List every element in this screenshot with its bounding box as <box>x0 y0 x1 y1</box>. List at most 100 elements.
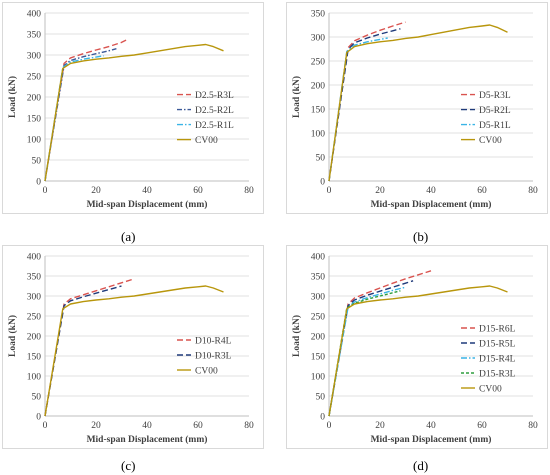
y-tick-label: 100 <box>311 373 326 383</box>
x-tick-label: 80 <box>244 186 254 196</box>
x-tick-label: 60 <box>477 186 487 196</box>
x-tick-label: 20 <box>91 421 101 431</box>
x-tick-label: 80 <box>244 421 254 431</box>
y-tick-label: 250 <box>311 58 326 68</box>
y-tick-label: 150 <box>27 353 42 363</box>
y-tick-label: 100 <box>27 373 42 383</box>
legend-label: CV00 <box>195 136 218 146</box>
chart-d-svg: 0 50 100 150 200 250 300 350 400 0 20 40 60 80 Mid-spa… <box>291 253 538 446</box>
x-tick-label: 80 <box>528 421 538 431</box>
legend-label: D5-R1L <box>479 121 511 131</box>
y-tick-label: 0 <box>320 178 325 188</box>
legend-label: D15-R6L <box>479 325 516 335</box>
legend-label: D10-R3L <box>195 352 232 362</box>
series-line-d2-5-r2l <box>44 48 117 182</box>
y-tick-label: 150 <box>27 115 42 125</box>
caption-c: (c) <box>121 458 136 473</box>
series-line-d15-r4l <box>328 286 406 417</box>
x-tick-label: 20 <box>91 186 101 196</box>
y-tick-label: 400 <box>27 253 42 263</box>
x-tick-label: 20 <box>375 186 385 196</box>
y-tick-label: 350 <box>311 273 326 283</box>
x-tick-label: 40 <box>142 421 152 431</box>
x-tick-label: 40 <box>426 186 436 196</box>
series-line-cv00 <box>328 285 508 417</box>
y-tick-label: 100 <box>27 136 42 146</box>
series-line-d15-r5l <box>328 280 414 417</box>
caption-a: (a) <box>121 229 136 244</box>
x-axis-title: Mid-span Displacement (mm) <box>371 434 492 445</box>
x-tick-label: 0 <box>43 421 48 431</box>
y-tick-label: 300 <box>27 52 42 62</box>
legend-label: D15-R5L <box>479 340 516 350</box>
chart-panel-c: 0 50 100 150 200 250 300 350 400 0 20 40 60 80 Mid-spa… <box>2 245 264 449</box>
x-tick-label: 80 <box>528 186 538 196</box>
series-line-d5-r3l <box>328 21 406 182</box>
legend-label: D10-R4L <box>195 337 232 347</box>
y-axis-title: Load (kN) <box>291 76 302 118</box>
y-tick-label: 300 <box>27 293 42 303</box>
y-tick-label: 300 <box>311 34 326 44</box>
x-tick-label: 40 <box>426 421 436 431</box>
y-axis-title: Load (kN) <box>291 315 302 357</box>
series-line-cv00 <box>328 24 508 182</box>
y-tick-label: 200 <box>311 333 326 343</box>
series-line-d5-r2l <box>328 28 401 182</box>
series-line-cv00 <box>44 285 224 417</box>
legend-label: D15-R3L <box>479 370 516 380</box>
y-tick-label: 50 <box>316 393 326 403</box>
y-tick-label: 50 <box>316 154 326 164</box>
y-tick-label: 400 <box>27 10 42 20</box>
series-line-d15-r6l <box>328 270 432 417</box>
y-tick-label: 350 <box>27 273 42 283</box>
series-line-d10-r4l <box>44 278 135 417</box>
y-tick-label: 0 <box>320 413 325 423</box>
legend-label: D2.5-R1L <box>195 121 234 131</box>
x-axis-title: Mid-span Displacement (mm) <box>371 199 492 210</box>
y-tick-label: 150 <box>311 106 326 116</box>
chart-panel-b: 0 50 100 150 200 250 300 350 0 20 40 60 80 Mid-span D… <box>286 2 548 214</box>
series-line-d5-r1l <box>328 37 388 182</box>
y-tick-label: 250 <box>27 73 42 83</box>
y-tick-label: 250 <box>311 313 326 323</box>
caption-d: (d) <box>413 458 429 473</box>
chart-panel-a: 0 50 100 150 200 250 300 350 400 0 20 40 60 80 Mid-spa… <box>2 2 264 214</box>
x-tick-label: 40 <box>142 186 152 196</box>
legend-label: CV00 <box>479 385 502 395</box>
chart-b-svg: 0 50 100 150 200 250 300 350 0 20 40 60 80 Mid-span D… <box>291 10 538 211</box>
chart-a-svg: 0 50 100 150 200 250 300 350 400 0 20 40 60 80 Mid-spa… <box>7 10 254 211</box>
y-axis-title: Load (kN) <box>7 315 18 357</box>
y-tick-label: 50 <box>32 157 42 167</box>
chart-c-svg: 0 50 100 150 200 250 300 350 400 0 20 40 60 80 Mid-spa… <box>7 253 254 446</box>
legend-label: D5-R2L <box>479 106 511 116</box>
x-tick-label: 60 <box>193 421 203 431</box>
y-tick-label: 50 <box>32 393 42 403</box>
x-tick-label: 20 <box>375 421 385 431</box>
y-tick-label: 0 <box>36 178 41 188</box>
y-tick-label: 350 <box>27 31 42 41</box>
x-tick-label: 60 <box>477 421 487 431</box>
y-axis-title: Load (kN) <box>7 76 18 118</box>
y-tick-label: 0 <box>36 413 41 423</box>
legend-label: D5-R3L <box>479 91 511 101</box>
y-tick-label: 100 <box>311 130 326 140</box>
legend-label: D15-R4L <box>479 355 516 365</box>
legend-label: CV00 <box>479 136 502 146</box>
x-axis-title: Mid-span Displacement (mm) <box>87 199 208 210</box>
x-tick-label: 0 <box>327 421 332 431</box>
chart-panel-d: 0 50 100 150 200 250 300 350 400 0 20 40 60 80 Mid-spa… <box>286 245 548 449</box>
x-tick-label: 60 <box>193 186 203 196</box>
x-tick-label: 0 <box>327 186 332 196</box>
y-tick-label: 200 <box>27 333 42 343</box>
y-tick-label: 350 <box>311 10 326 20</box>
series-line-d2-5-r3l <box>44 39 127 182</box>
legend-label: CV00 <box>195 367 218 377</box>
y-tick-label: 150 <box>311 353 326 363</box>
y-tick-label: 300 <box>311 293 326 303</box>
y-tick-label: 200 <box>311 82 326 92</box>
series-line-d10-r3l <box>44 285 122 417</box>
series-line-d15-r3l <box>328 290 401 417</box>
y-tick-label: 200 <box>27 94 42 104</box>
series-line-cv00 <box>44 43 224 182</box>
